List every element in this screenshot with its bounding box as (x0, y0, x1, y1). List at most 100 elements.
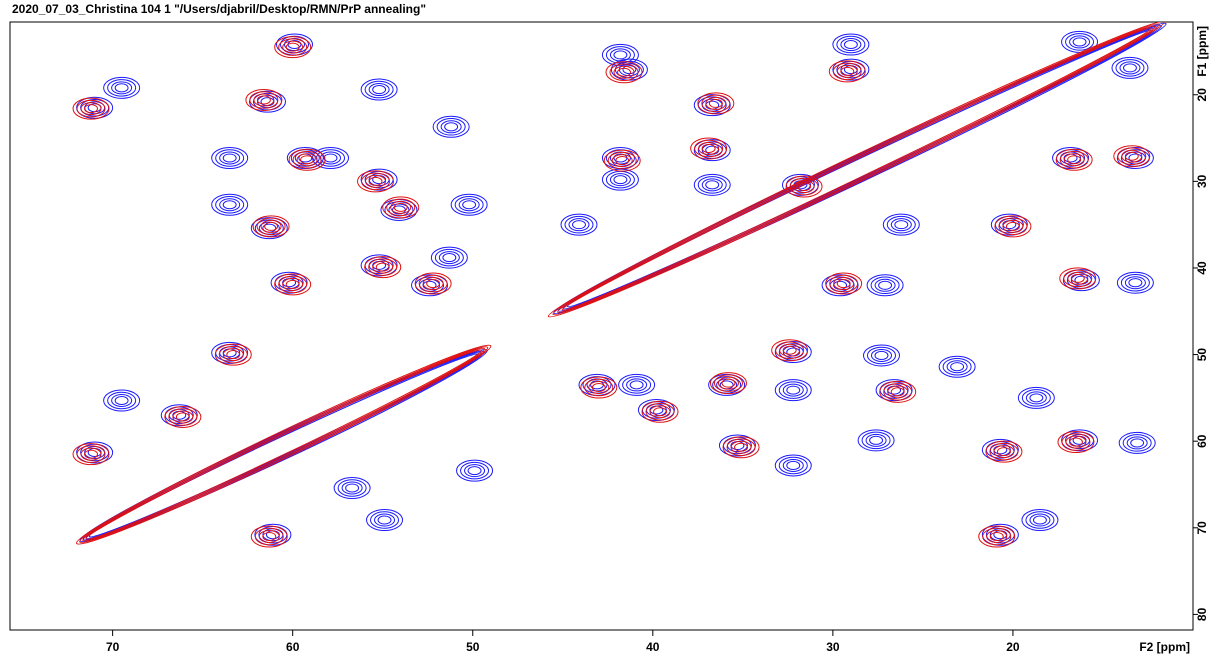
contour-ring (778, 381, 808, 399)
contour-ring (172, 410, 194, 424)
contour-ring (609, 173, 631, 187)
contour-ring (262, 531, 277, 541)
contour-ring (637, 399, 675, 422)
contour-ring (705, 100, 720, 110)
contour-ring (360, 254, 398, 277)
contour-ring (617, 67, 631, 77)
contour-ring (572, 220, 586, 230)
contour-ring (603, 149, 641, 172)
contour-ring (985, 440, 1023, 463)
contour-ring (649, 405, 664, 415)
y-tick-label: 30 (1195, 174, 1209, 188)
contour-ring (286, 146, 324, 169)
contour-ring (832, 58, 870, 81)
contour-ring (890, 387, 905, 397)
contour-ring (288, 148, 326, 171)
contour-ring (1032, 515, 1047, 525)
contour-ring (254, 527, 284, 546)
contour-ring (771, 339, 809, 362)
contour-ring (870, 348, 892, 362)
contour-ring (274, 36, 312, 59)
contour-ring (986, 529, 1008, 543)
contour-ring (697, 92, 735, 115)
cross-peak (722, 436, 760, 459)
cross-peak (605, 61, 643, 84)
contour-ring (393, 202, 408, 212)
cross-peak (366, 509, 404, 532)
cross-peak (1116, 271, 1154, 294)
contour-ring (1029, 393, 1044, 403)
contour-ring (618, 373, 656, 396)
contour-ring (701, 178, 723, 192)
contour-ring (1068, 437, 1083, 447)
diagonal-ridge (76, 344, 492, 545)
contour-ring (613, 175, 628, 185)
contour-ring (882, 213, 920, 236)
contour-ring (1063, 153, 1078, 163)
contour-ring (432, 115, 470, 138)
contour-ring (1124, 276, 1146, 290)
contour-ring (705, 96, 727, 110)
contour-ring (1072, 37, 1087, 47)
contour-ring (1072, 435, 1087, 445)
cross-peak (994, 215, 1032, 238)
cross-peak (103, 76, 141, 99)
contour-ring (981, 523, 1019, 546)
contour-ring (866, 346, 896, 365)
diagonal-ridge (553, 22, 1167, 314)
contour-ring (1021, 389, 1051, 407)
contour-ring (265, 530, 280, 540)
contour-ring (248, 90, 286, 113)
contour-ring (989, 531, 1004, 541)
contour-ring (1128, 278, 1143, 288)
contour-ring (785, 175, 823, 198)
y-tick-label: 50 (1195, 348, 1209, 362)
cross-peak (252, 215, 290, 238)
cross-peak (697, 92, 735, 115)
contour-ring (1122, 63, 1137, 73)
cross-peak (641, 400, 679, 423)
contour-ring (708, 98, 723, 108)
contour-ring (1025, 391, 1047, 405)
contour-ring (76, 441, 114, 464)
contour-ring (547, 22, 1165, 318)
contour-ring (693, 139, 731, 162)
contour-ring (222, 200, 237, 210)
contour-ring (552, 23, 1161, 316)
contour-ring (80, 102, 102, 116)
contour-ring (300, 155, 315, 165)
contour-ring (282, 278, 297, 288)
contour-ring (368, 176, 383, 186)
contour-ring (219, 198, 241, 212)
cross-peak (72, 97, 110, 120)
contour-ring (886, 215, 916, 234)
contour-ring (605, 61, 643, 84)
contour-ring (250, 525, 288, 548)
contour-ring (85, 352, 482, 539)
contour-ring (372, 260, 387, 270)
contour-ring (360, 168, 398, 191)
contour-ring (1070, 273, 1085, 283)
contour-ring (253, 93, 275, 107)
contour-ring (438, 251, 460, 265)
contour-ring (1117, 147, 1147, 165)
contour-ring (422, 277, 444, 291)
cross-peak (857, 429, 895, 452)
contour-ring (84, 104, 99, 114)
x-tick-label: 70 (106, 640, 120, 654)
contour-ring (218, 345, 248, 364)
contour-ring (252, 215, 290, 238)
contour-ring (875, 379, 913, 402)
contour-ring (211, 193, 249, 216)
cross-peak (709, 372, 747, 395)
contour-ring (836, 35, 866, 54)
contour-ring (285, 279, 300, 289)
contour-ring (942, 357, 972, 376)
contour-ring (76, 99, 106, 118)
contour-ring (285, 42, 300, 52)
contour-ring (372, 85, 387, 95)
contour-ring (894, 220, 909, 230)
contour-ring (730, 441, 745, 451)
contour-ring (411, 274, 449, 297)
cross-peak (288, 148, 326, 171)
